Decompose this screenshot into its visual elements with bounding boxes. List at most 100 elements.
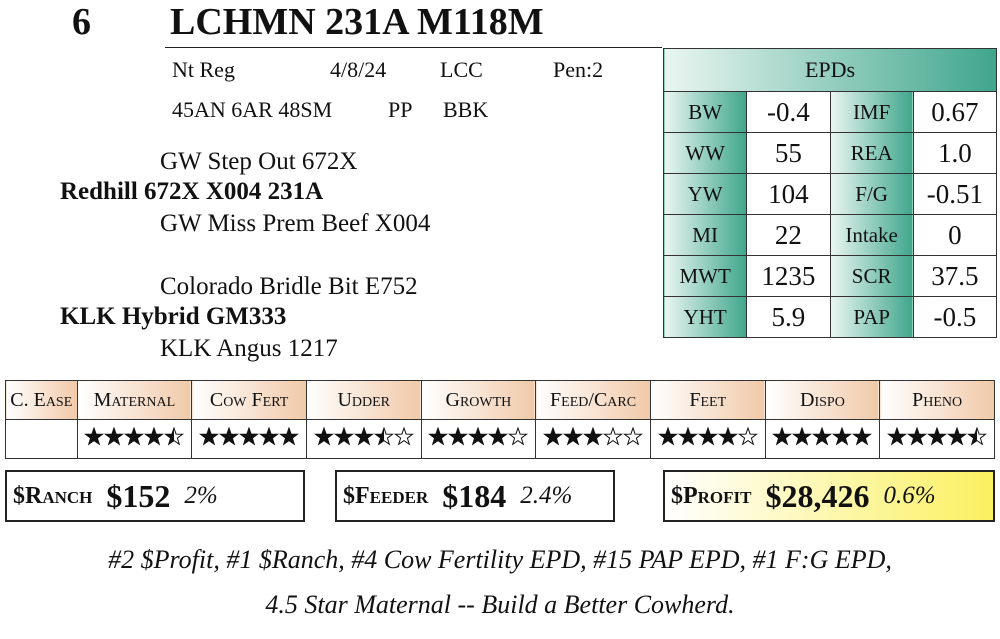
pedigree: KLK Angus 1217 bbox=[160, 335, 338, 362]
star bbox=[313, 425, 334, 446]
star bbox=[373, 425, 394, 446]
star bbox=[737, 425, 758, 446]
star bbox=[602, 425, 624, 446]
index-pct: 2.4% bbox=[520, 482, 573, 509]
rating-stars bbox=[764, 419, 881, 459]
rating-stars bbox=[420, 419, 537, 459]
epd-value: 55 bbox=[746, 132, 831, 174]
star bbox=[353, 425, 374, 446]
epd-value: 1.0 bbox=[912, 132, 998, 174]
index-label: $Ranch bbox=[13, 482, 93, 509]
star bbox=[104, 425, 125, 446]
epd-value: 0 bbox=[912, 214, 998, 256]
epd-row: WW 55 REA 1.0 bbox=[662, 132, 998, 174]
epd-value: 37.5 bbox=[912, 255, 998, 297]
index-label: $Profit bbox=[671, 482, 752, 509]
rating-header: Feet bbox=[649, 380, 766, 420]
index-box: $Profit $28,426 0.6% bbox=[663, 470, 995, 522]
epd-value: -0.5 bbox=[912, 296, 998, 338]
rating-header: Feed/Carc bbox=[535, 380, 651, 420]
epd-label: REA bbox=[829, 132, 914, 174]
rating-header: C. Ease bbox=[5, 380, 78, 420]
star-rating bbox=[428, 425, 529, 446]
pedigree: Colorado Bridle Bit E752 bbox=[160, 273, 418, 300]
rating-stars bbox=[649, 419, 766, 459]
info: Pen:2 bbox=[553, 57, 604, 82]
epd-value: -0.51 bbox=[912, 173, 998, 215]
star bbox=[852, 425, 873, 446]
rating-header: Maternal bbox=[76, 380, 193, 420]
star-rating bbox=[772, 425, 873, 446]
epd-label: YW bbox=[662, 173, 748, 215]
epd-value: 0.67 bbox=[912, 91, 998, 133]
star bbox=[448, 425, 469, 446]
star bbox=[258, 425, 280, 446]
epd-label: SCR bbox=[829, 255, 914, 297]
info: LCC bbox=[440, 57, 483, 82]
rating-stars bbox=[879, 419, 995, 459]
star bbox=[562, 425, 584, 446]
star bbox=[717, 425, 738, 446]
star bbox=[428, 425, 449, 446]
epd-label: Intake bbox=[829, 214, 914, 256]
star bbox=[542, 425, 564, 446]
star-rating bbox=[657, 425, 758, 446]
star bbox=[333, 425, 354, 446]
dam: KLK Hybrid GM333 bbox=[60, 303, 287, 330]
index-label: $Feeder bbox=[343, 482, 429, 509]
rating-stars bbox=[76, 419, 193, 459]
epd-label: F/G bbox=[829, 173, 914, 215]
index-value: $152 bbox=[106, 477, 171, 514]
star bbox=[792, 425, 813, 446]
epd-table: EPDs BW -0.4 IMF 0.67 WW 55 REA 1.0 YW 104 F/G -0.5… bbox=[662, 48, 998, 338]
rating-stars bbox=[535, 419, 651, 459]
rating-header: Udder bbox=[305, 380, 422, 420]
info: 45AN 6AR 48SM bbox=[172, 97, 333, 122]
star-rating bbox=[313, 425, 414, 446]
epd-value: 22 bbox=[746, 214, 831, 256]
rating-header: Pheno bbox=[879, 380, 995, 420]
star-rating bbox=[542, 425, 644, 446]
star bbox=[832, 425, 853, 446]
star-rating bbox=[887, 425, 988, 446]
star bbox=[967, 425, 988, 446]
info: 4/8/24 bbox=[330, 57, 387, 82]
epd-label: BW bbox=[662, 91, 748, 133]
star-rating bbox=[198, 425, 300, 446]
epd-label: MI bbox=[662, 214, 748, 256]
rating-stars bbox=[5, 419, 78, 459]
star bbox=[164, 425, 185, 446]
star bbox=[772, 425, 793, 446]
index-pct: 0.6% bbox=[883, 482, 936, 509]
epd-label: PAP bbox=[829, 296, 914, 338]
star bbox=[508, 425, 529, 446]
star bbox=[927, 425, 948, 446]
sire: Redhill 672X X004 231A bbox=[60, 178, 324, 205]
star bbox=[907, 425, 928, 446]
epd-row: YW 104 F/G -0.51 bbox=[662, 173, 998, 215]
epd-value: 1235 bbox=[746, 255, 831, 297]
info: Nt Reg bbox=[172, 57, 235, 82]
rating-stars bbox=[191, 419, 307, 459]
index-value: $28,426 bbox=[765, 477, 870, 514]
epd-row: MWT 1235 SCR 37.5 bbox=[662, 255, 998, 297]
star-rating bbox=[84, 425, 185, 446]
star bbox=[198, 425, 220, 446]
epd-label: WW bbox=[662, 132, 748, 174]
epd-row: BW -0.4 IMF 0.67 bbox=[662, 91, 998, 133]
star bbox=[124, 425, 145, 446]
info: PP bbox=[388, 97, 413, 122]
rating-stars bbox=[305, 419, 422, 459]
epd-title: EPDs bbox=[663, 48, 997, 92]
epd-label: MWT bbox=[662, 255, 748, 297]
epd-row: YHT 5.9 PAP -0.5 bbox=[662, 296, 998, 338]
rating-header: Cow Fert bbox=[191, 380, 307, 420]
index-pct: 2% bbox=[184, 482, 218, 509]
note: 4.5 Star Maternal -- Build a Better Cowh… bbox=[265, 590, 735, 619]
rule bbox=[165, 47, 662, 48]
star bbox=[947, 425, 968, 446]
epd-label: YHT bbox=[662, 296, 748, 338]
star bbox=[278, 425, 300, 446]
star bbox=[582, 425, 604, 446]
